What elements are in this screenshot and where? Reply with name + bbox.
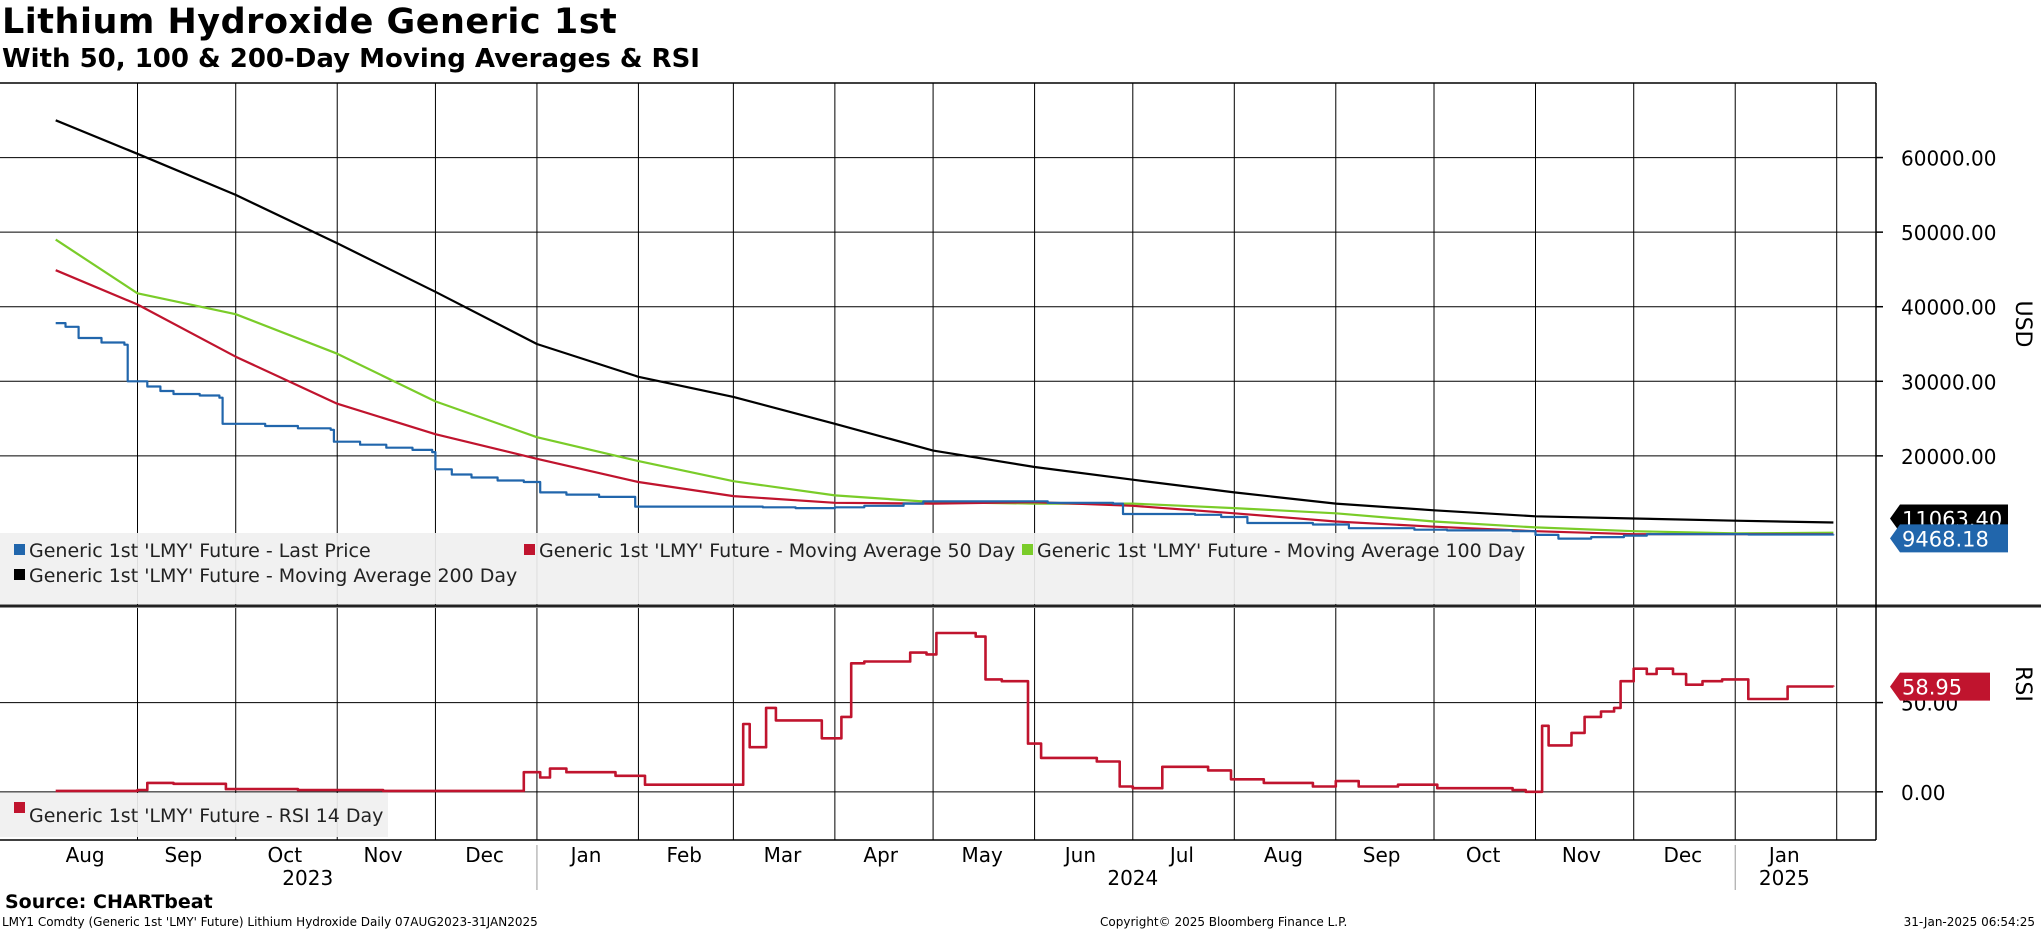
rsi-ytick-label: 0.00 (1901, 781, 1946, 805)
legend-backgrounds (0, 533, 1520, 837)
legend-label: Generic 1st 'LMY' Future - Moving Averag… (1037, 540, 1525, 562)
price-series-2 (55, 238, 1834, 535)
x-month-label: Nov (1562, 843, 1601, 867)
x-month-label: May (962, 843, 1004, 867)
source-note: Source: CHARTbeat (5, 891, 213, 913)
price-series-0 (55, 322, 1835, 540)
x-year-label: 2025 (1759, 866, 1810, 890)
legend-swatch (1022, 544, 1033, 555)
gridlines (0, 83, 1876, 840)
price-ytick-label: 20000.00 (1901, 445, 1996, 469)
x-month-label: Oct (268, 843, 303, 867)
footer-timestamp: 31-Jan-2025 06:54:25 (1903, 915, 2035, 929)
footer-ticker-info: LMY1 Comdty (Generic 1st 'LMY' Future) L… (2, 915, 538, 929)
x-year-label: 2024 (1107, 866, 1158, 890)
rsi-series-0 (55, 631, 1835, 794)
price-series-1 (55, 269, 1834, 536)
x-month-label: Apr (863, 843, 898, 867)
x-month-label: Aug (1264, 843, 1303, 867)
price-legend-box (0, 533, 1520, 604)
legend-entries: Generic 1st 'LMY' Future - Last Price Gen… (14, 540, 1525, 827)
price-series-3 (55, 119, 1834, 524)
price-ytick-label: 50000.00 (1901, 221, 1996, 245)
x-month-label: Aug (66, 843, 105, 867)
x-month-label: Jul (1168, 843, 1194, 867)
x-month-label: Dec (1663, 843, 1702, 867)
x-month-label: Nov (364, 843, 403, 867)
legend-label: Generic 1st 'LMY' Future - Moving Averag… (539, 540, 1015, 562)
legend-label: Generic 1st 'LMY' Future - Moving Averag… (29, 565, 517, 587)
legend-swatch (14, 569, 25, 580)
x-month-label: Jun (1063, 843, 1096, 867)
chart-title: Lithium Hydroxide Generic 1st (2, 2, 618, 42)
x-month-label: Mar (764, 843, 803, 867)
price-y-axis-title: USD (2010, 300, 2035, 347)
x-year-label: 2023 (282, 866, 333, 890)
x-month-label: Dec (465, 843, 504, 867)
rsi-legend-box (0, 793, 388, 837)
x-month-label: Feb (667, 843, 702, 867)
footer-copyright: Copyright© 2025 Bloomberg Finance L.P. (1100, 915, 1348, 929)
legend-label: Generic 1st 'LMY' Future - RSI 14 Day (29, 805, 383, 827)
last-value-tag (1890, 672, 1990, 701)
chart-subtitle: With 50, 100 & 200-Day Moving Averages &… (2, 44, 700, 74)
x-month-label: Sep (1363, 843, 1401, 867)
x-month-label: Sep (164, 843, 202, 867)
axes: 20000.00 30000.00 40000.00 50000.00 60000.00… (0, 82, 2041, 890)
x-month-label: Jan (1767, 843, 1800, 867)
x-month-label: Jan (569, 843, 602, 867)
legend-label: Generic 1st 'LMY' Future - Last Price (29, 540, 371, 562)
last-value-text: 9468.18 (1902, 527, 1989, 551)
x-month-label: Oct (1466, 843, 1501, 867)
last-value-tag (1890, 524, 2008, 553)
series-lines (55, 119, 1835, 794)
price-ytick-label: 40000.00 (1901, 296, 1996, 320)
last-value-text: 58.95 (1902, 676, 1962, 700)
legend-swatch (14, 802, 25, 813)
legend-swatch (14, 544, 25, 555)
rsi-y-axis-title: RSI (2010, 666, 2035, 702)
price-ytick-label: 30000.00 (1901, 370, 1996, 394)
legend-swatch (524, 544, 535, 555)
price-ytick-label: 60000.00 (1901, 147, 1996, 171)
